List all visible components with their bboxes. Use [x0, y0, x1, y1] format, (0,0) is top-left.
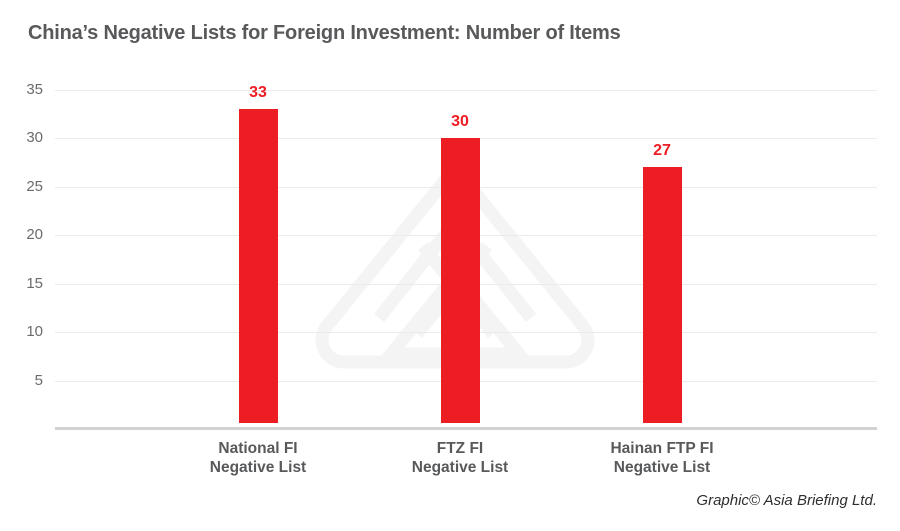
y-axis-tick-label: 35: [26, 81, 43, 98]
axis-baseline: [55, 427, 877, 430]
x-category-label-line: Negative List: [411, 459, 509, 476]
x-category-label: Hainan FTP FI Negative List: [577, 439, 747, 477]
credit-text: Graphic© Asia Briefing Ltd.: [696, 492, 877, 509]
x-category-label-line: FTZ FI: [436, 440, 484, 457]
x-category-label: FTZ FI Negative List: [375, 439, 545, 477]
chart-title: China’s Negative Lists for Foreign Inves…: [28, 22, 621, 44]
y-axis-tick-label: 30: [26, 129, 43, 146]
y-axis-tick-label: 10: [26, 323, 43, 340]
bar: [642, 167, 682, 423]
bar-value-label: 27: [653, 142, 671, 159]
bar: [238, 109, 278, 423]
x-category-label: National FI Negative List: [173, 439, 343, 477]
gridline: [55, 90, 877, 91]
y-axis-tick-label: 15: [26, 275, 43, 292]
bar: [440, 138, 480, 423]
x-category-label-line: Negative List: [209, 459, 307, 476]
y-axis-tick-label: 25: [26, 178, 43, 195]
bar-value-label: 33: [249, 84, 267, 101]
y-axis-tick-label: 5: [34, 372, 43, 389]
x-category-label-line: Hainan FTP FI: [610, 440, 714, 457]
x-category-label-line: Negative List: [613, 459, 711, 476]
x-category-label-line: National FI: [218, 440, 298, 457]
y-axis-tick-label: 20: [26, 226, 43, 243]
bar-value-label: 30: [451, 113, 469, 130]
